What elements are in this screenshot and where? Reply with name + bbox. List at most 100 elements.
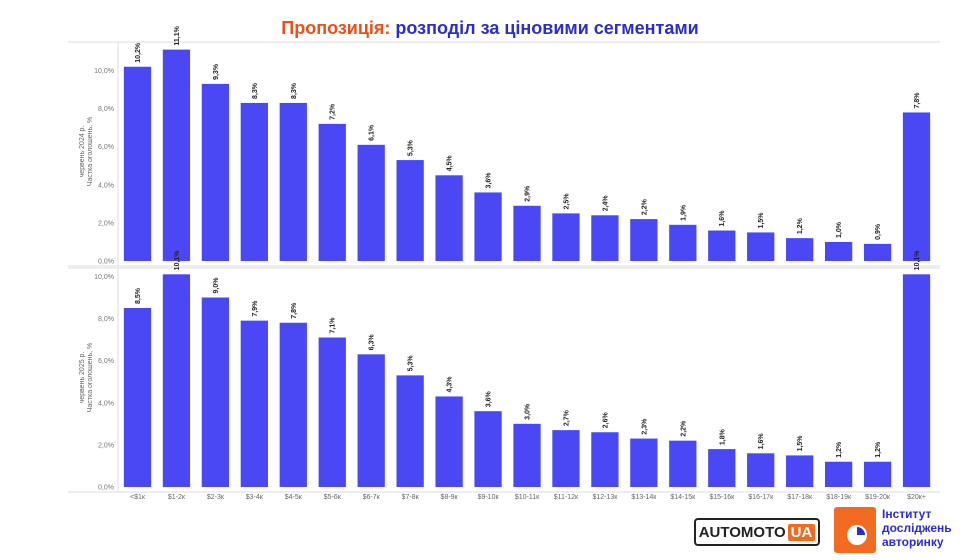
panel-1-bar-label-13: 2,2% bbox=[641, 198, 648, 215]
panel-2-bar-label-14: 2,2% bbox=[680, 420, 687, 437]
x-category-18: $18-19к bbox=[826, 494, 852, 500]
panel-1-bar-8 bbox=[435, 175, 463, 261]
panel-2-bar-14 bbox=[669, 440, 697, 487]
x-category-12: $12-13к bbox=[592, 494, 618, 500]
x-category-11: $11-12к bbox=[554, 494, 579, 500]
panel-1-bar-11 bbox=[552, 213, 580, 261]
panel-2-bar-18 bbox=[824, 461, 853, 487]
panel-2-bar-label-2: 9,0% bbox=[213, 277, 220, 294]
x-category-1: $1-2к bbox=[168, 494, 186, 500]
panel-1-bar-5 bbox=[318, 123, 346, 261]
panel-2-bar-6 bbox=[357, 354, 385, 487]
panel-1-bar-17 bbox=[786, 238, 814, 261]
institute-logo-icon bbox=[834, 507, 876, 553]
panel-2-ytick-3: 6,0% bbox=[98, 358, 114, 365]
panel-1-bar-2 bbox=[201, 83, 230, 261]
panel-2-bar-5 bbox=[318, 337, 346, 487]
chart-title-accent: Пропозиція: bbox=[281, 18, 391, 38]
panel-2-ytick-4: 8,0% bbox=[98, 316, 114, 323]
panel-2-bar-4 bbox=[279, 322, 307, 487]
panel-1-bar-10 bbox=[513, 205, 541, 261]
panel-1-bar-12 bbox=[591, 215, 619, 261]
panel-2-bar-label-4: 7,8% bbox=[291, 302, 298, 319]
panel-2-bar-2 bbox=[201, 297, 230, 487]
x-category-8: $8-9к bbox=[441, 494, 459, 500]
panel-1-bar-label-19: 0,9% bbox=[875, 223, 882, 240]
panel-1-bar-7 bbox=[396, 160, 424, 261]
panel-1-bar-label-6: 6,1% bbox=[369, 124, 376, 141]
panel-2-ytick-5: 10,0% bbox=[94, 274, 114, 281]
x-category-16: $16-17к bbox=[748, 494, 774, 500]
panel-1-bar-15 bbox=[708, 230, 736, 261]
institute-logo-line-2: досліджень bbox=[882, 521, 952, 535]
automoto-logo-main: AUTOMOTO bbox=[698, 523, 786, 541]
panel-1-bar-label-4: 8,3% bbox=[291, 82, 298, 99]
panel-2-bar-7 bbox=[396, 375, 424, 487]
x-category-20: $20к+ bbox=[907, 494, 926, 500]
x-category-4: $4-5к bbox=[285, 494, 303, 500]
institute-logo-line-3: авторинку bbox=[882, 535, 944, 549]
panel-2-ytick-2: 4,0% bbox=[98, 400, 114, 407]
panel-2-bar-label-8: 4,3% bbox=[447, 376, 454, 393]
panel-2-ytick-0: 0,0% bbox=[98, 485, 114, 492]
panel-2-bar-label-12: 2,6% bbox=[602, 412, 609, 429]
panel-1-bar-label-7: 5,3% bbox=[408, 139, 415, 156]
panel-2-bar-19 bbox=[863, 461, 892, 487]
institute-logo: Інститут досліджень авторинку bbox=[834, 503, 974, 557]
automoto-logo-ua: UA bbox=[787, 523, 816, 541]
panel-2-bar-label-0: 8,5% bbox=[135, 287, 142, 304]
panel-2-bar-9 bbox=[474, 411, 502, 487]
x-category-5: $5-6к bbox=[324, 494, 342, 500]
x-category-3: $3-4к bbox=[246, 494, 264, 500]
panel-1-bar-label-3: 8,3% bbox=[252, 82, 259, 99]
x-category-6: $6-7к bbox=[363, 494, 381, 500]
panel-2-bar-15 bbox=[708, 449, 736, 487]
panel-2-bar-label-10: 3,0% bbox=[525, 403, 532, 420]
chart-title: Пропозиція: розподіл за ціновими сегмент… bbox=[0, 18, 980, 39]
chart-title-main: розподіл за ціновими сегментами bbox=[395, 18, 699, 38]
panel-2-bar-label-3: 7,9% bbox=[252, 300, 259, 317]
panel-1-bar-label-16: 1,5% bbox=[758, 212, 765, 229]
panel-2-bar-3 bbox=[240, 320, 268, 487]
panel-1-bar-20 bbox=[902, 112, 931, 261]
panel-2-bar-13 bbox=[630, 438, 658, 487]
panel-2-bar-label-20: 10,1% bbox=[914, 250, 921, 271]
panel-1-bar-9 bbox=[474, 192, 502, 261]
panel-1-bar-label-1: 11,1% bbox=[174, 25, 181, 45]
panel-2-bar-1 bbox=[162, 274, 191, 487]
x-category-0: <$1к bbox=[130, 494, 146, 500]
panel-2-bar-20 bbox=[902, 274, 931, 487]
x-category-13: $13-14к bbox=[631, 494, 657, 500]
panel-1-bar-label-18: 1,0% bbox=[836, 221, 843, 238]
panel-2-bar-label-15: 1,8% bbox=[719, 428, 726, 445]
bar-charts: 0,0% 2,0% 4,0% 6,0% 8,0% 10,0% Частка оголошен… bbox=[68, 25, 940, 500]
panel-2-bar-label-13: 2,3% bbox=[641, 418, 648, 435]
panel-1-bar-16 bbox=[747, 232, 775, 261]
panel-1-ytick-1: 2,0% bbox=[98, 220, 114, 227]
panel-1-bar-3 bbox=[240, 102, 268, 261]
panel-2-bar-label-19: 1,2% bbox=[875, 441, 882, 458]
panel-1-period-label: червень 2024 р. bbox=[79, 126, 86, 178]
panel-1-bar-6 bbox=[357, 144, 385, 261]
x-category-17: $17-18к bbox=[787, 494, 813, 500]
panel-2-bar-12 bbox=[591, 432, 619, 487]
x-category-10: $10-11к bbox=[515, 494, 540, 500]
panel-1-bar-label-0: 10,2% bbox=[135, 42, 142, 63]
panel-1-ytick-3: 6,0% bbox=[98, 144, 114, 151]
x-category-19: $19-20к bbox=[865, 494, 891, 500]
panel-2-bar-16 bbox=[747, 453, 775, 487]
panel-1-bar-label-2: 9,3% bbox=[213, 63, 220, 80]
institute-logo-line-1: Інститут bbox=[882, 507, 932, 521]
panel-2-bar-label-18: 1,2% bbox=[836, 441, 843, 458]
panel-2-bar-0 bbox=[123, 308, 152, 487]
panel-2-bar-label-6: 6,3% bbox=[369, 334, 376, 351]
panel-2-bar-label-7: 5,3% bbox=[408, 355, 415, 372]
x-category-14: $14-15к bbox=[670, 494, 696, 500]
panel-2-bar-label-9: 3,6% bbox=[486, 390, 493, 407]
panel-1-bar-0 bbox=[123, 66, 152, 261]
x-category-7: $7-8к bbox=[402, 494, 420, 500]
panel-1-ytick-5: 10,0% bbox=[94, 68, 114, 75]
panel-1-bar-label-15: 1,6% bbox=[719, 210, 726, 227]
panel-2-bar-label-16: 1,6% bbox=[758, 433, 765, 450]
panel-2-ytick-1: 2,0% bbox=[98, 442, 114, 449]
